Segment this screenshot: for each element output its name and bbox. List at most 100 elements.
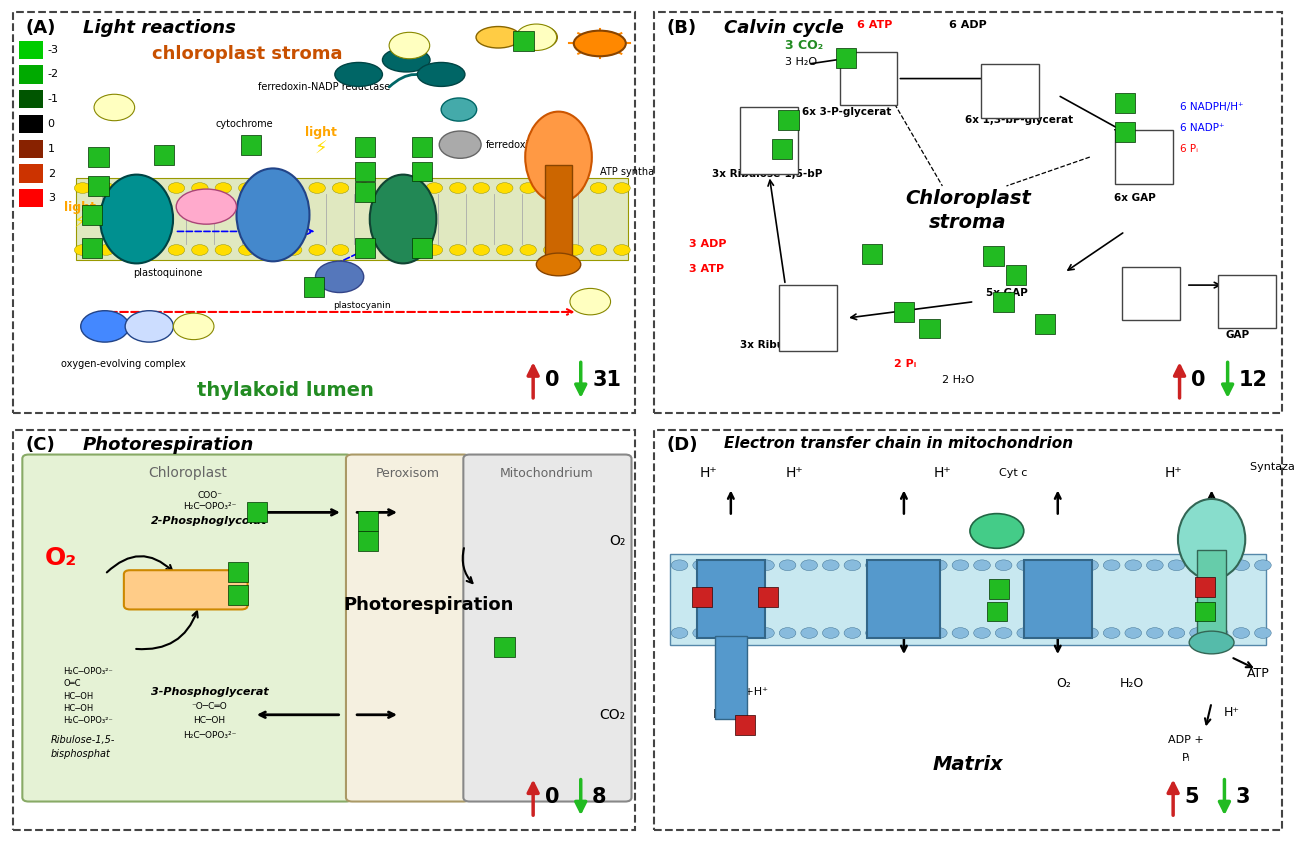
Text: C₅: C₅ (752, 130, 767, 143)
Circle shape (1211, 560, 1228, 571)
Bar (1121, 266, 1180, 320)
Text: C₃: C₃ (852, 68, 866, 81)
Circle shape (473, 183, 490, 193)
Text: H₂C─OPO₃²⁻: H₂C─OPO₃²⁻ (63, 717, 114, 726)
Bar (741, 107, 798, 174)
Ellipse shape (1178, 499, 1246, 579)
Text: 6 Pᵢ: 6 Pᵢ (1180, 144, 1198, 153)
Circle shape (98, 183, 114, 193)
Text: e⁻: e⁻ (267, 230, 280, 240)
Text: light: light (304, 126, 337, 139)
Ellipse shape (536, 253, 580, 276)
Text: (C): (C) (26, 436, 56, 454)
Text: ferredoxin-NADP reductase: ferredoxin-NADP reductase (258, 82, 390, 92)
Text: O₂: O₂ (144, 322, 154, 331)
Circle shape (1061, 628, 1076, 638)
Bar (861, 244, 882, 264)
Bar (357, 531, 378, 551)
Bar (837, 48, 856, 67)
Circle shape (403, 244, 420, 255)
Circle shape (970, 513, 1024, 548)
Circle shape (1017, 560, 1033, 571)
Text: chloroplast stroma: chloroplast stroma (153, 45, 343, 62)
Text: 6 ATP: 6 ATP (857, 20, 892, 30)
Text: H⁺: H⁺ (1224, 706, 1241, 719)
Bar (76, 178, 628, 260)
Circle shape (285, 244, 302, 255)
Text: COO⁻: COO⁻ (197, 491, 221, 501)
Circle shape (174, 314, 214, 340)
Circle shape (522, 25, 557, 49)
Text: plastoquinone: plastoquinone (133, 268, 203, 277)
Text: H⁺: H⁺ (107, 103, 120, 112)
Text: Mitochondrium: Mitochondrium (500, 467, 594, 480)
Text: HC─OH: HC─OH (193, 717, 225, 726)
Text: thylakoid lumen: thylakoid lumen (197, 381, 374, 400)
Circle shape (1103, 560, 1120, 571)
Text: H⁺: H⁺ (1164, 466, 1182, 481)
Circle shape (1125, 628, 1142, 638)
Text: 8: 8 (592, 787, 606, 808)
Circle shape (1039, 560, 1055, 571)
Bar (734, 715, 755, 735)
Circle shape (95, 94, 135, 121)
Text: plastocyanin: plastocyanin (333, 301, 391, 310)
Circle shape (1081, 628, 1098, 638)
Circle shape (570, 288, 610, 314)
Text: H₂C─OPO₃²⁻: H₂C─OPO₃²⁻ (183, 731, 236, 740)
Text: PQH₂: PQH₂ (196, 208, 218, 217)
Text: CO₂: CO₂ (600, 708, 625, 722)
Text: H⁺: H⁺ (584, 297, 597, 307)
Circle shape (262, 183, 278, 193)
Ellipse shape (370, 175, 436, 263)
Bar (19, 40, 43, 59)
Circle shape (567, 244, 583, 255)
Circle shape (449, 183, 466, 193)
Circle shape (693, 628, 710, 638)
Text: 2 Pᵢ: 2 Pᵢ (895, 358, 917, 368)
Circle shape (426, 244, 443, 255)
Circle shape (800, 628, 817, 638)
Ellipse shape (382, 48, 430, 72)
Bar (1195, 602, 1216, 621)
Text: RuBisCO: RuBisCO (157, 583, 216, 596)
Bar (412, 162, 433, 181)
Bar (919, 319, 940, 338)
Bar (228, 585, 249, 605)
Bar (154, 145, 174, 165)
Circle shape (671, 628, 688, 638)
Bar (19, 164, 43, 183)
Bar (715, 636, 747, 719)
Circle shape (758, 560, 774, 571)
Text: e⁻: e⁻ (396, 239, 409, 249)
Bar (19, 140, 43, 158)
Text: H⁺: H⁺ (530, 32, 543, 42)
Circle shape (780, 560, 796, 571)
FancyBboxPatch shape (868, 560, 940, 638)
Circle shape (192, 183, 208, 193)
Text: NADH: NADH (712, 708, 750, 722)
Text: Cyt c: Cyt c (984, 527, 1010, 535)
Text: C₃: C₃ (993, 80, 1008, 94)
Text: C₃: C₃ (1230, 291, 1244, 304)
Text: Photorespiration: Photorespiration (83, 436, 254, 454)
Circle shape (1081, 560, 1098, 571)
Text: I: I (726, 589, 734, 609)
Bar (357, 511, 378, 530)
Circle shape (426, 183, 443, 193)
Bar (412, 137, 433, 157)
Text: Pᵢ: Pᵢ (1181, 753, 1190, 763)
Text: Ribulose-1,5-: Ribulose-1,5- (51, 734, 115, 744)
Bar (355, 137, 376, 157)
Circle shape (822, 560, 839, 571)
Text: ferredoxin: ferredoxin (486, 140, 535, 150)
Text: bisphosphat: bisphosphat (51, 749, 111, 759)
Text: PSI: PSI (392, 208, 414, 222)
Circle shape (544, 183, 559, 193)
Text: (A): (A) (26, 19, 56, 37)
Text: 3x Ribulose-5-P: 3x Ribulose-5-P (741, 340, 833, 350)
Circle shape (974, 628, 991, 638)
Text: 1: 1 (48, 144, 54, 153)
Text: 3: 3 (48, 193, 54, 203)
Text: cytochrome: cytochrome (216, 119, 273, 129)
